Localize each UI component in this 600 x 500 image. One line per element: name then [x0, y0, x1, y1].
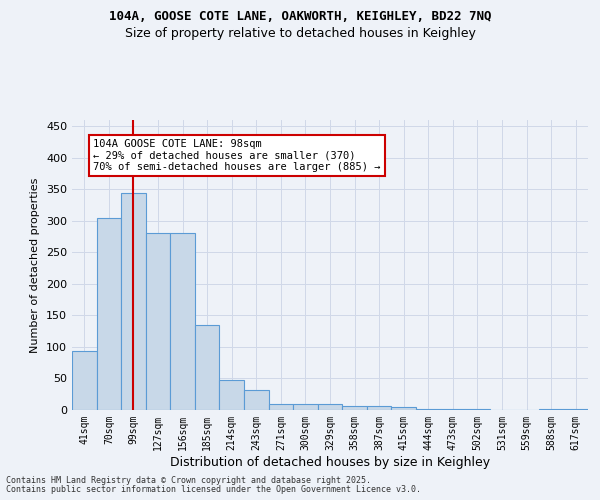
Text: Contains public sector information licensed under the Open Government Licence v3: Contains public sector information licen… — [6, 485, 421, 494]
Bar — [342, 406, 367, 410]
Y-axis label: Number of detached properties: Number of detached properties — [31, 178, 40, 352]
Bar — [170, 234, 195, 410]
Bar — [195, 325, 220, 410]
Text: Contains HM Land Registry data © Crown copyright and database right 2025.: Contains HM Land Registry data © Crown c… — [6, 476, 371, 485]
Bar — [367, 406, 391, 410]
Text: Size of property relative to detached houses in Keighley: Size of property relative to detached ho… — [125, 28, 475, 40]
Bar — [293, 404, 318, 410]
Bar — [146, 234, 170, 410]
Bar — [416, 408, 440, 410]
Bar — [244, 390, 269, 410]
Bar — [220, 380, 244, 410]
Bar — [318, 404, 342, 410]
Bar — [121, 192, 146, 410]
Bar — [97, 218, 121, 410]
Bar — [269, 404, 293, 410]
Text: 104A, GOOSE COTE LANE, OAKWORTH, KEIGHLEY, BD22 7NQ: 104A, GOOSE COTE LANE, OAKWORTH, KEIGHLE… — [109, 10, 491, 23]
Bar — [391, 408, 416, 410]
Text: 104A GOOSE COTE LANE: 98sqm
← 29% of detached houses are smaller (370)
70% of se: 104A GOOSE COTE LANE: 98sqm ← 29% of det… — [93, 139, 380, 172]
Bar — [563, 408, 588, 410]
Bar — [539, 408, 563, 410]
Bar — [72, 352, 97, 410]
X-axis label: Distribution of detached houses by size in Keighley: Distribution of detached houses by size … — [170, 456, 490, 468]
